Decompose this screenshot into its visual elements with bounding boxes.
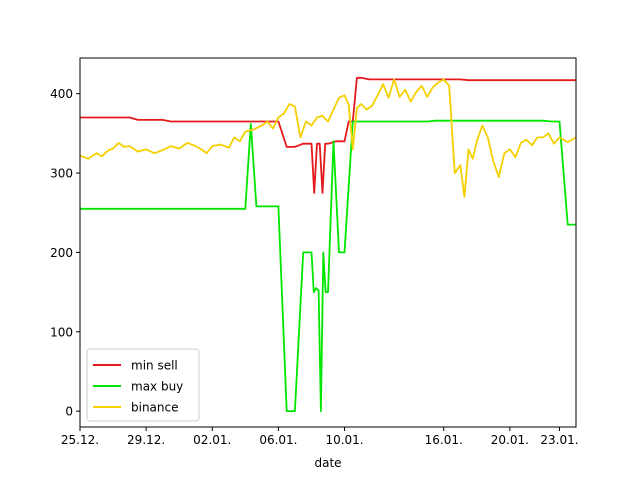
series-layer [80,76,576,413]
y-tick-label: 0 [65,405,73,419]
x-tick-label: 06.01. [259,433,297,447]
x-axis: 25.12. 29.12. 02.01. 06.01. 10.01. 16.01. 20.0… [61,427,579,447]
y-tick-label: 400 [50,87,73,101]
x-tick-label: 16.01. [425,433,463,447]
series-line-max-buy [80,119,576,413]
series-line-binance [80,78,576,198]
x-tick-label: 10.01. [325,433,363,447]
series-line-min-sell [80,76,576,194]
y-tick-label: 300 [50,167,73,181]
x-tick-label: 02.01. [193,433,231,447]
x-tick-label: 20.01. [491,433,529,447]
x-tick-label: 23.01. [540,433,578,447]
plot-frame [79,57,577,428]
x-tick-label: 25.12. [61,433,99,447]
x-axis-label: date [314,456,341,470]
legend-label-min-sell: min sell [131,359,178,373]
y-tick-label: 100 [50,325,73,339]
x-tick-label: 29.12. [127,433,165,447]
legend: min sell max buy binance [86,348,200,422]
legend-label-binance: binance [131,401,179,415]
y-tick-label: 200 [50,246,73,260]
y-axis: 0 100 200 300 400 [50,87,80,419]
legend-box [86,348,200,422]
legend-label-max-buy: max buy [131,380,183,394]
